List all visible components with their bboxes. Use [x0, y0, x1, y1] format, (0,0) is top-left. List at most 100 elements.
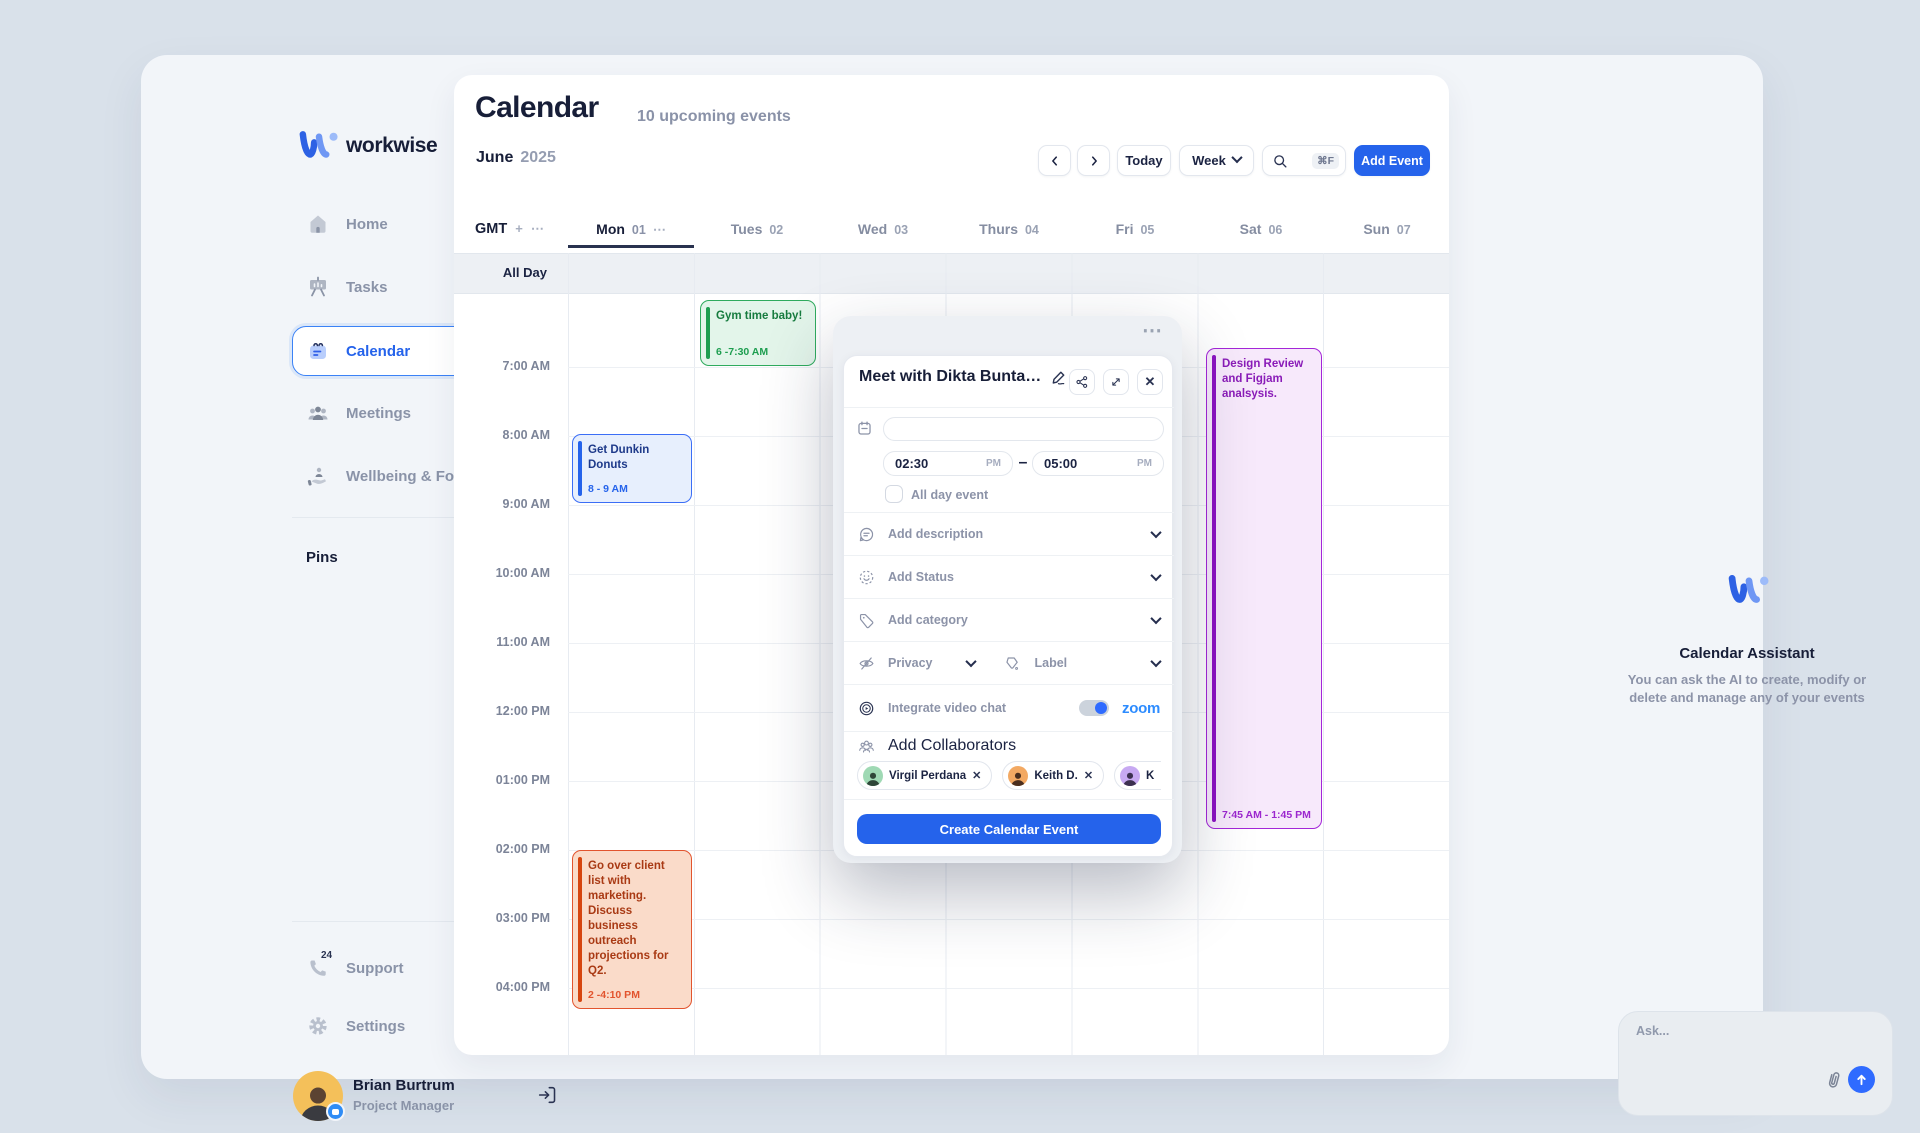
remove-collaborator-icon[interactable]: ✕	[972, 770, 982, 782]
year-label: 2025	[520, 149, 556, 166]
day-header-sun[interactable]: Sun 07	[1324, 221, 1449, 237]
search-input[interactable]	[1299, 153, 1301, 168]
user-profile[interactable]: Brian Burtrum Project Manager	[293, 1071, 563, 1123]
time-label: 8:00 AM	[502, 428, 550, 442]
workwise-logo-icon	[298, 129, 340, 159]
page-title: Calendar	[475, 91, 599, 124]
collaborators-header[interactable]: Add Collaborators	[858, 737, 1016, 755]
previous-week-button[interactable]	[1038, 145, 1071, 176]
event-gym-time[interactable]: Gym time baby! 6 -7:30 AM	[700, 300, 816, 366]
time-label: 02:00 PM	[495, 842, 550, 856]
ask-input[interactable]	[1636, 1024, 1836, 1038]
day-name: Thurs	[979, 221, 1018, 237]
sidebar-item-meetings[interactable]: Meetings	[306, 396, 411, 430]
view-select-value: Week	[1192, 153, 1226, 168]
day-number: 03	[894, 223, 909, 237]
gear-icon	[309, 1017, 327, 1035]
day-header-wed[interactable]: Wed 03	[820, 221, 946, 237]
day-header-mon[interactable]: Mon 01 ⋯	[568, 221, 694, 238]
all-day-checkbox[interactable]	[885, 485, 903, 503]
time-label: 9:00 AM	[502, 497, 550, 511]
event-dunkin-donuts[interactable]: Get Dunkin Donuts 8 - 9 AM	[572, 434, 692, 503]
avatar	[863, 765, 883, 786]
avatar	[1120, 765, 1141, 786]
add-description-row[interactable]: Add description	[844, 512, 1174, 555]
collaborator-chip[interactable]: Virgil Perdana ✕	[857, 761, 993, 790]
more-options-icon[interactable]: ⋯	[1142, 320, 1164, 342]
sidebar-item-home[interactable]: Home	[306, 207, 388, 241]
add-status-row[interactable]: Add Status	[844, 555, 1174, 598]
description-icon	[859, 527, 874, 541]
sidebar-item-wellbeing[interactable]: Wellbeing & Focus	[306, 459, 480, 493]
next-week-button[interactable]	[1077, 145, 1110, 176]
create-calendar-event-button[interactable]: Create Calendar Event	[857, 814, 1161, 844]
user-name: Brian Burtrum	[353, 1077, 455, 1094]
event-time: 6 -7:30 AM	[716, 346, 769, 358]
brand-name: workwise	[346, 134, 438, 157]
day-header-sat[interactable]: Sat 06	[1198, 221, 1324, 237]
time-range-separator: –	[1018, 454, 1028, 471]
end-time-field[interactable]: 05:00 PM	[1032, 451, 1164, 476]
timezone-cell: GMT + ⋯	[475, 221, 544, 237]
day-number: 07	[1396, 223, 1411, 237]
edit-pencil-icon[interactable]	[1050, 369, 1067, 386]
attachment-icon[interactable]	[1823, 1068, 1846, 1092]
avatar	[1008, 765, 1029, 786]
expand-button[interactable]	[1103, 369, 1129, 395]
sidebar-item-tasks[interactable]: Tasks	[306, 270, 387, 304]
more-options-icon[interactable]: ⋯	[530, 221, 544, 236]
hand-person-icon	[307, 467, 326, 486]
sidebar-item-label: Tasks	[346, 278, 388, 296]
event-client-list[interactable]: Go over client list with marketing. Disc…	[572, 850, 692, 1009]
sidebar-item-label: Calendar	[346, 342, 411, 360]
day-header-thurs[interactable]: Thurs 04	[946, 221, 1072, 237]
end-time-value: 05:00	[1044, 456, 1078, 471]
add-timezone-icon[interactable]: +	[515, 221, 523, 236]
assistant-ask-box[interactable]	[1618, 1011, 1893, 1116]
add-category-row[interactable]: Add category	[844, 598, 1174, 641]
search-box[interactable]: ⌘F	[1262, 145, 1346, 176]
time-label: 12:00 PM	[495, 704, 550, 718]
logout-icon[interactable]	[536, 1084, 558, 1106]
day-number: 02	[769, 223, 784, 237]
start-time-value: 02:30	[895, 456, 929, 471]
modal-title-row: Meet with Dikta Bunta…	[859, 368, 1067, 386]
collaborator-chip[interactable]: K	[1114, 761, 1161, 790]
privacy-label-row[interactable]: Privacy Label	[844, 641, 1174, 684]
day-name: Fri	[1115, 221, 1134, 237]
sidebar-item-settings[interactable]: Settings	[306, 1009, 405, 1043]
video-chat-toggle[interactable]	[1079, 700, 1110, 716]
sidebar-item-label: Settings	[346, 1017, 406, 1035]
start-time-field[interactable]: 02:30 PM	[883, 451, 1013, 476]
day-name: Wed	[857, 221, 888, 237]
time-label: 03:00 PM	[495, 911, 550, 925]
more-options-icon[interactable]: ⋯	[652, 222, 666, 237]
row-label: Label	[1034, 656, 1068, 670]
month-year: June 2025	[476, 149, 556, 167]
send-button[interactable]	[1848, 1066, 1875, 1093]
zoom-logo: zoom	[1122, 699, 1160, 717]
collaborators-icon	[859, 740, 874, 753]
assistant-title: Calendar Assistant	[1679, 645, 1815, 662]
upcoming-events-count: 10 upcoming events	[637, 108, 791, 125]
close-button[interactable]: ✕	[1137, 369, 1163, 395]
event-name-input[interactable]	[883, 417, 1164, 441]
add-event-button[interactable]: Add Event	[1354, 145, 1430, 176]
time-label: 7:00 AM	[502, 359, 550, 373]
event-title: Get Dunkin Donuts	[588, 444, 650, 471]
search-icon	[1274, 154, 1287, 168]
share-button[interactable]	[1069, 369, 1095, 395]
chevron-left-icon	[1051, 155, 1057, 166]
create-event-modal: Meet with Dikta Bunta… ✕	[843, 355, 1174, 857]
collaborator-chip[interactable]: Keith D. ✕	[1002, 761, 1105, 790]
collaborator-name: Virgil Perdana	[889, 769, 967, 782]
today-button[interactable]: Today	[1117, 145, 1171, 176]
event-design-review[interactable]: Design Review and Figjam analsysis. 7:45…	[1206, 348, 1322, 829]
status-chat-badge	[326, 1102, 345, 1121]
sidebar-item-support[interactable]: 24 Support	[306, 950, 404, 985]
remove-collaborator-icon[interactable]: ✕	[1083, 770, 1094, 782]
day-header-tues[interactable]: Tues 02	[694, 221, 820, 237]
day-header-fri[interactable]: Fri 05	[1072, 221, 1198, 237]
assistant-description: You can ask the AI to create, modify or …	[1627, 672, 1867, 706]
view-select[interactable]: Week	[1179, 145, 1254, 176]
